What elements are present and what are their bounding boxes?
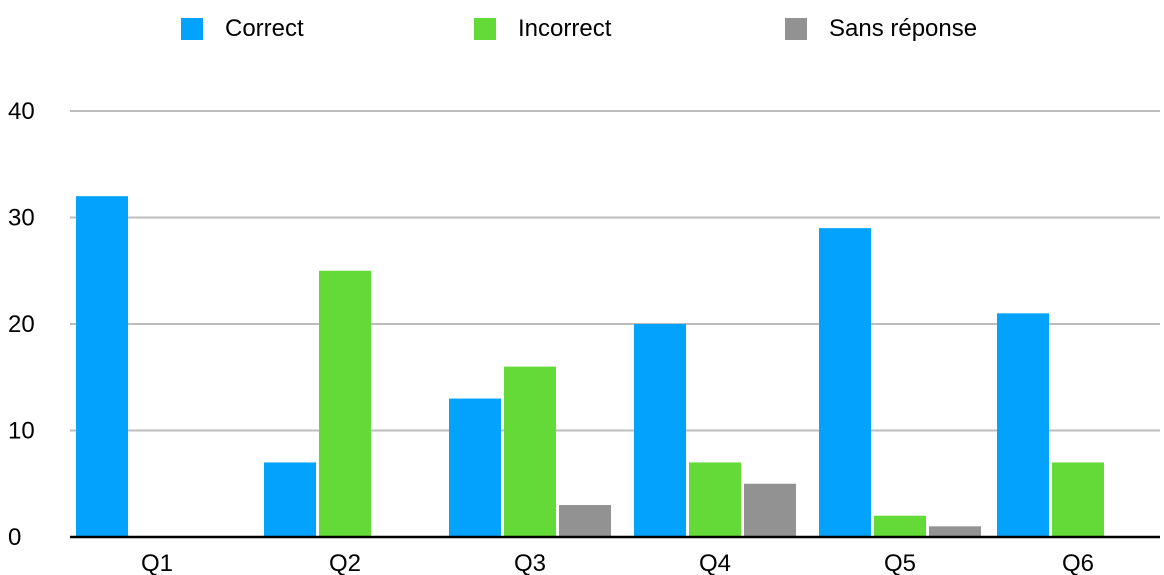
- x-axis-ticks: Q1 Q2 Q3 Q4 Q5 Q6: [141, 550, 1094, 575]
- x-tick-label-q2: Q2: [329, 550, 361, 575]
- bar-q2-correct: [264, 462, 316, 537]
- y-axis-ticks: 0 10 20 30 40: [8, 98, 35, 551]
- bar-q4-sans-r-ponse: [744, 483, 796, 537]
- y-tick-label: 0: [8, 524, 21, 551]
- legend-item-incorrect: Incorrect: [474, 14, 611, 44]
- x-tick-label-q6: Q6: [1062, 550, 1094, 575]
- bar-q1-correct: [76, 196, 128, 537]
- legend-label-sans-reponse: Sans réponse: [829, 15, 978, 42]
- bar-q5-incorrect: [874, 515, 926, 537]
- bar-q3-correct: [449, 398, 501, 537]
- x-tick-label-q5: Q5: [884, 550, 916, 575]
- legend-swatch-incorrect: [474, 18, 496, 40]
- bar-q6-correct: [997, 313, 1049, 537]
- bars: [76, 196, 1104, 537]
- y-tick-label: 30: [8, 205, 35, 232]
- bar-q3-incorrect: [504, 366, 556, 537]
- legend-swatch-correct: [181, 18, 203, 40]
- legend-swatch-sans-reponse: [785, 18, 807, 40]
- bar-q4-incorrect: [689, 462, 741, 537]
- legend-label-correct: Correct: [225, 15, 304, 42]
- bar-q3-sans-r-ponse: [559, 505, 611, 537]
- legend-item-sans-reponse: Sans réponse: [785, 14, 977, 44]
- y-tick-label: 40: [8, 98, 35, 125]
- bar-q6-incorrect: [1052, 462, 1104, 537]
- legend-item-correct: Correct: [181, 14, 304, 44]
- gridlines: [70, 110, 1160, 432]
- x-tick-label-q3: Q3: [514, 550, 546, 575]
- legend: Correct Incorrect Sans réponse: [0, 14, 1164, 44]
- bar-q2-incorrect: [319, 270, 371, 537]
- x-tick-label-q4: Q4: [699, 550, 731, 575]
- legend-label-incorrect: Incorrect: [518, 15, 612, 42]
- y-tick-label: 10: [8, 418, 35, 445]
- y-tick-label: 20: [8, 311, 35, 338]
- bar-q5-correct: [819, 228, 871, 537]
- x-tick-label-q1: Q1: [141, 550, 173, 575]
- bar-q4-correct: [634, 324, 686, 537]
- bar-q5-sans-r-ponse: [929, 526, 981, 537]
